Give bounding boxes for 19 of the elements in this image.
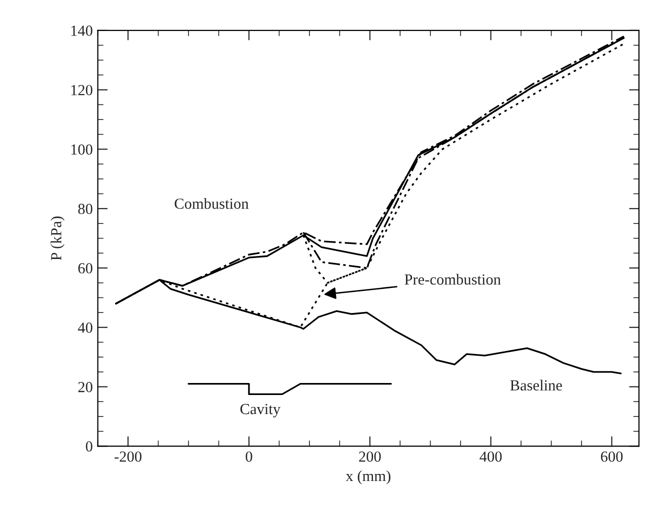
y-tick-label: 40 bbox=[78, 322, 92, 333]
y-tick-label: 120 bbox=[71, 84, 92, 96]
x-tick-label: 0 bbox=[246, 451, 252, 462]
annotation: Combustion bbox=[174, 198, 249, 209]
y-tick-label: 0 bbox=[86, 441, 92, 452]
x-tick-label: 600 bbox=[600, 451, 623, 462]
annotation: Cavity bbox=[240, 404, 280, 418]
annotation: Baseline bbox=[510, 380, 562, 391]
y-tick-label: 100 bbox=[71, 144, 92, 155]
y-tick-label: 140 bbox=[71, 26, 92, 36]
x-tick-label: 400 bbox=[480, 451, 502, 462]
x-axis-title: x (mm) bbox=[346, 470, 390, 484]
x-tick-label: -200 bbox=[114, 451, 142, 462]
y-tick-label: 60 bbox=[78, 263, 92, 274]
y-axis-title: P (kPa) bbox=[50, 216, 64, 260]
y-tick-label: 80 bbox=[78, 204, 92, 214]
y-tick-label: 20 bbox=[78, 382, 92, 392]
x-tick-label: 200 bbox=[359, 451, 381, 462]
annotation: Pre-combustion bbox=[404, 274, 501, 285]
